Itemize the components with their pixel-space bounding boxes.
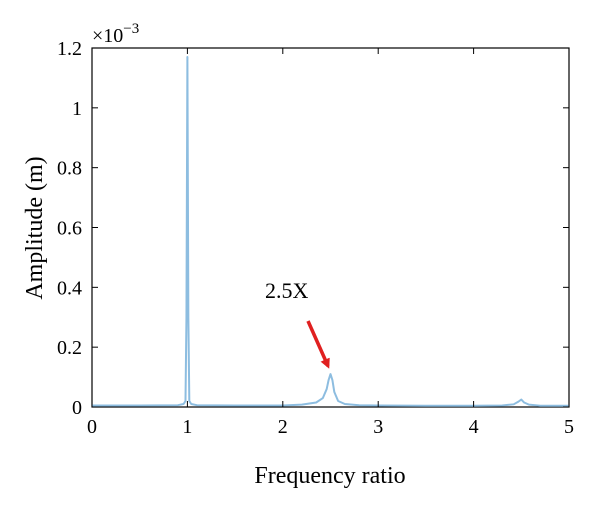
y-multiplier-label: ×10−3 <box>92 21 139 47</box>
y-tick-label: 0.8 <box>57 158 82 180</box>
y-tick-label: 0.6 <box>57 218 82 240</box>
y-axis-title: Amplitude (m) <box>22 156 48 299</box>
x-tick-label: 2 <box>278 416 288 438</box>
y-tick-label: 1 <box>72 98 82 120</box>
y-tick-label: 1.2 <box>57 38 82 60</box>
y-tick-label: 0.4 <box>57 277 82 299</box>
plot-area <box>91 47 570 408</box>
x-tick-label: 0 <box>87 416 97 438</box>
y-multiplier-base: ×10 <box>92 25 123 47</box>
annotation-layer: 2.5X <box>265 278 330 369</box>
x-tick-label: 5 <box>564 416 574 438</box>
x-tick-label: 3 <box>373 416 383 438</box>
series-layer <box>92 55 569 407</box>
annotation-label: 2.5X <box>265 278 309 303</box>
series-line-0 <box>92 55 569 407</box>
y-multiplier-exponent: −3 <box>123 21 139 37</box>
y-tick-label: 0.2 <box>57 337 82 359</box>
y-tick-label: 0 <box>72 397 82 419</box>
x-tick-label: 4 <box>469 416 479 438</box>
axes-box <box>91 47 570 408</box>
annotation-arrow <box>306 320 330 369</box>
x-tick-label: 1 <box>182 416 192 438</box>
tick-labels-layer: 0 1 2 3 4 5 0 0.2 0.4 0.6 0.8 1 1.2 <box>57 38 574 438</box>
ticks-layer <box>91 47 570 408</box>
x-axis-title: Frequency ratio <box>254 463 405 489</box>
